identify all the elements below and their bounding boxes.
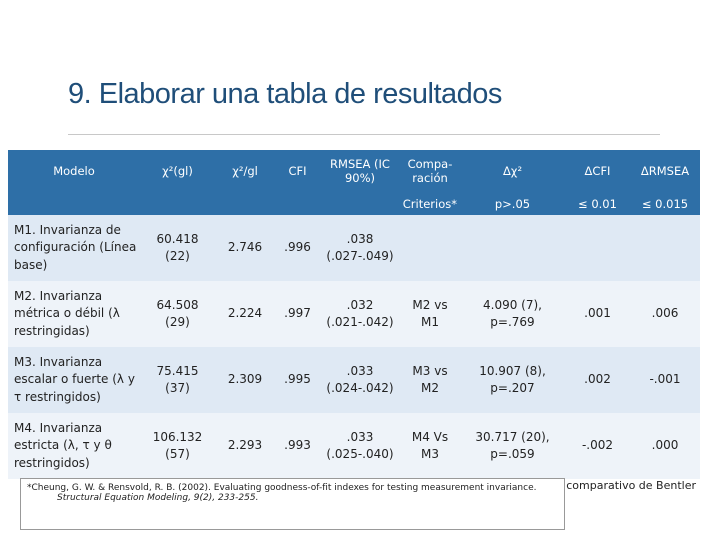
table-cell: .002	[565, 347, 630, 413]
table-head: Modelo χ²(gl) χ²/gl CFI RMSEA (IC 90%) Compa-…	[8, 150, 700, 215]
table-row: M4. Invarianza estricta (λ, τ y θ restri…	[8, 413, 700, 479]
table-cell: -.002	[565, 413, 630, 479]
table-cell: .996	[275, 215, 320, 281]
table-cell: 2.293	[215, 413, 275, 479]
table-cell: 4.090 (7), p=.769	[460, 281, 565, 347]
table-cell: 75.415 (37)	[140, 347, 215, 413]
slide-title: 9. Elaborar una tabla de resultados	[68, 78, 502, 110]
table-cell: 60.418 (22)	[140, 215, 215, 281]
criteria-row: Criterios* p>.05 ≤ 0.01 ≤ 0.015	[8, 192, 700, 215]
table-cell: 10.907 (8), p=.207	[460, 347, 565, 413]
table-cell: .000	[630, 413, 700, 479]
table-cell: M4 Vs M3	[400, 413, 460, 479]
table-cell: 2.224	[215, 281, 275, 347]
table-body: M1. Invarianza de configuración (Línea b…	[8, 215, 700, 479]
table-cell: .006	[630, 281, 700, 347]
table-cell: 30.717 (20), p=.059	[460, 413, 565, 479]
results-table: Modelo χ²(gl) χ²/gl CFI RMSEA (IC 90%) Compa-…	[8, 150, 700, 479]
table-cell	[565, 215, 630, 281]
table-cell: .033 (.024-.042)	[320, 347, 400, 413]
reference-text: Structural Equation Modeling, 9(2), 233-…	[57, 493, 259, 503]
table-cell	[630, 215, 700, 281]
table-cell: 2.309	[215, 347, 275, 413]
column-header: CFI	[275, 150, 320, 192]
table-cell: .993	[275, 413, 320, 479]
table-cell	[400, 215, 460, 281]
model-cell: M1. Invarianza de configuración (Línea b…	[8, 215, 140, 281]
column-header: Compa-ración	[400, 150, 460, 192]
criteria-cell: ≤ 0.015	[630, 192, 700, 215]
table-cell	[460, 215, 565, 281]
model-cell: M3. Invarianza escalar o fuerte (λ y τ r…	[8, 347, 140, 413]
table-row: M1. Invarianza de configuración (Línea b…	[8, 215, 700, 281]
table-cell: -.001	[630, 347, 700, 413]
table-row: M2. Invarianza métrica o débil (λ restri…	[8, 281, 700, 347]
table-cell: M2 vs M1	[400, 281, 460, 347]
column-header: ΔRMSEA	[630, 150, 700, 192]
criteria-label: Criterios*	[8, 192, 460, 215]
table-cell: .038 (.027-.049)	[320, 215, 400, 281]
column-header: RMSEA (IC 90%)	[320, 150, 400, 192]
table-cell: 2.746	[215, 215, 275, 281]
criteria-cell: p>.05	[460, 192, 565, 215]
column-header: Δχ²	[460, 150, 565, 192]
criteria-cell: ≤ 0.01	[565, 192, 630, 215]
column-header: Modelo	[8, 150, 140, 192]
table-cell: .997	[275, 281, 320, 347]
table-cell: M3 vs M2	[400, 347, 460, 413]
column-header: ΔCFI	[565, 150, 630, 192]
table-cell: 106.132 (57)	[140, 413, 215, 479]
table-cell: .032 (.021-.042)	[320, 281, 400, 347]
column-header: χ²/gl	[215, 150, 275, 192]
table-cell: 64.508 (29)	[140, 281, 215, 347]
model-cell: M4. Invarianza estricta (λ, τ y θ restri…	[8, 413, 140, 479]
table-row: M3. Invarianza escalar o fuerte (λ y τ r…	[8, 347, 700, 413]
header-row: Modelo χ²(gl) χ²/gl CFI RMSEA (IC 90%) Compa-…	[8, 150, 700, 192]
reference-text: *Cheung, G. W. & Rensvold, R. B. (2002).…	[27, 483, 537, 493]
table-cell: .033 (.025-.040)	[320, 413, 400, 479]
column-header: χ²(gl)	[140, 150, 215, 192]
table-cell: .001	[565, 281, 630, 347]
table-cell: .995	[275, 347, 320, 413]
divider	[68, 134, 660, 135]
model-cell: M2. Invarianza métrica o débil (λ restri…	[8, 281, 140, 347]
reference-box: *Cheung, G. W. & Rensvold, R. B. (2002).…	[20, 478, 565, 530]
